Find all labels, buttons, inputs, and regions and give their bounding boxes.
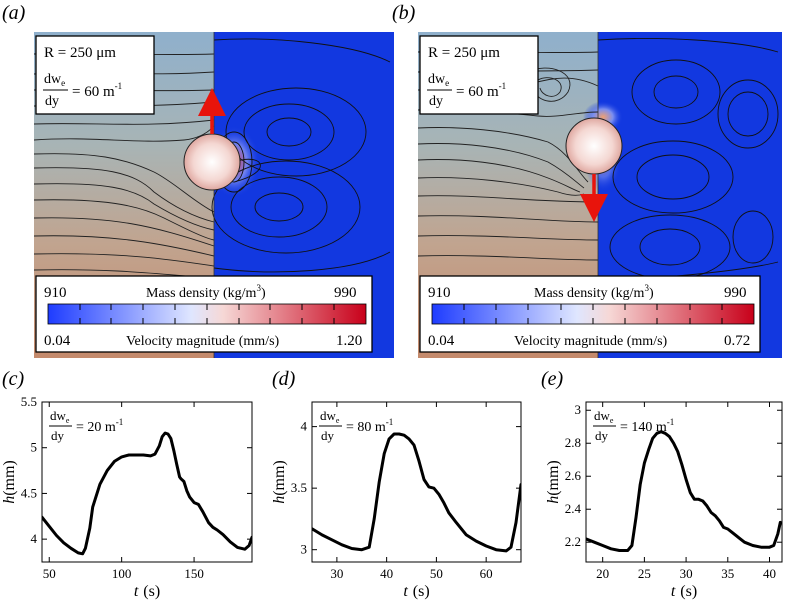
sphere xyxy=(183,133,241,191)
y-tick-label: 3 xyxy=(301,542,308,557)
panel-label-e: (e) xyxy=(541,368,564,390)
y-tick-label: 2.6 xyxy=(565,468,582,483)
streamlines-right xyxy=(211,38,391,273)
y-axis-label: h(mm) xyxy=(271,460,288,504)
x-tick-label: 30 xyxy=(330,566,343,581)
series-line xyxy=(586,430,782,552)
svg-text:dwe: dwe xyxy=(44,72,65,88)
gradient-den: dy xyxy=(51,428,65,443)
density-max: 990 xyxy=(724,285,747,301)
simulation-panel-b: R = 250 μm dwe dy = 60 m-1 Mass density … xyxy=(418,32,782,358)
y-tick-label: 2.8 xyxy=(565,435,581,450)
y-tick-label: 4.5 xyxy=(21,485,37,500)
y-tick-label: 2.4 xyxy=(565,501,582,516)
plot-frame xyxy=(585,401,783,563)
velocity-min: 0.04 xyxy=(428,333,455,349)
x-tick-label: 100 xyxy=(112,566,132,581)
x-tick-label: 30 xyxy=(680,566,693,581)
density-max: 990 xyxy=(334,285,357,301)
gradient-value: = 80 m-1 xyxy=(346,417,393,435)
x-tick-label: 50 xyxy=(430,566,443,581)
velocity-title: Velocity magnitude (mm/s) xyxy=(126,334,280,349)
x-tick-label: 40 xyxy=(763,566,776,581)
colorbar-ticks xyxy=(79,304,335,324)
gradient-label: dwe xyxy=(320,408,340,425)
y-axis-label: h(mm) xyxy=(1,460,18,504)
x-tick-label: 20 xyxy=(596,566,609,581)
svg-text:dy: dy xyxy=(45,94,59,109)
gradient-den: dy xyxy=(321,428,335,443)
y-tick-label: 2.2 xyxy=(565,534,581,549)
svg-text:dwe: dwe xyxy=(428,72,449,88)
panel-label-b: (b) xyxy=(392,2,416,24)
simulation-panel-a: R = 250 μm dwe dy = 60 m-1 Mass density … xyxy=(34,32,394,358)
radius-annotation: R = 250 μm xyxy=(44,45,116,61)
gradient-value: = 140 m-1 xyxy=(620,417,674,435)
panel-label-d: (d) xyxy=(272,368,296,390)
svg-text:= 60 m-1: = 60 m-1 xyxy=(456,81,506,100)
gradient-label: dwe xyxy=(50,408,70,425)
svg-text:= 60 m-1: = 60 m-1 xyxy=(72,81,122,100)
density-min: 910 xyxy=(44,285,67,301)
svg-text:dy: dy xyxy=(429,94,443,109)
y-tick-label: 4 xyxy=(301,419,308,434)
x-tick-label: 60 xyxy=(480,566,493,581)
radius-annotation: R = 250 μm xyxy=(428,45,500,61)
sphere xyxy=(565,117,623,175)
density-min: 910 xyxy=(428,285,451,301)
y-axis-label: h(mm) xyxy=(545,460,562,504)
gradient-den: dy xyxy=(595,428,609,443)
chart-c: 50 100 150 4 4.5 5 5.5 t (s) h(mm) dwe dy = 20 m-1 xyxy=(1,394,253,600)
velocity-title: Velocity magnitude (mm/s) xyxy=(514,334,668,349)
gradient-label: dwe xyxy=(594,408,614,425)
y-tick-label: 4 xyxy=(31,531,38,546)
velocity-max: 0.72 xyxy=(724,333,750,349)
x-axis-label: t (s) xyxy=(403,583,429,600)
x-axis-label: t (s) xyxy=(671,583,697,600)
y-tick-label: 3.5 xyxy=(291,480,307,495)
gradient-value: = 20 m-1 xyxy=(76,417,123,435)
x-tick-label: 35 xyxy=(721,566,734,581)
chart-e: 20 25 30 35 40 2.2 2.4 2.6 2.8 3 t (s) h(mm) dwe dy = 1… xyxy=(545,401,783,600)
panel-label-c: (c) xyxy=(2,368,25,390)
series-line xyxy=(42,431,252,556)
series-line xyxy=(312,432,521,553)
density-title: Mass density (kg/m3) xyxy=(146,283,266,301)
density-title: Mass density (kg/m3) xyxy=(534,283,654,301)
panel-label-a: (a) xyxy=(2,2,26,24)
y-tick-label: 3 xyxy=(575,402,582,417)
velocity-max: 1.20 xyxy=(336,333,362,349)
plot-frame xyxy=(41,401,253,563)
velocity-min: 0.04 xyxy=(44,333,71,349)
x-tick-label: 25 xyxy=(638,566,651,581)
x-tick-label: 150 xyxy=(184,566,204,581)
plot-frame xyxy=(311,401,522,563)
x-axis-label: t (s) xyxy=(134,583,160,600)
x-tick-label: 50 xyxy=(43,566,56,581)
y-tick-label: 5.5 xyxy=(21,394,37,409)
y-tick-label: 5 xyxy=(31,440,38,455)
chart-d: 30 40 50 60 3 3.5 4 t (s) h(mm) dwe dy = 80 m-1 xyxy=(271,401,522,600)
x-tick-label: 40 xyxy=(380,566,393,581)
